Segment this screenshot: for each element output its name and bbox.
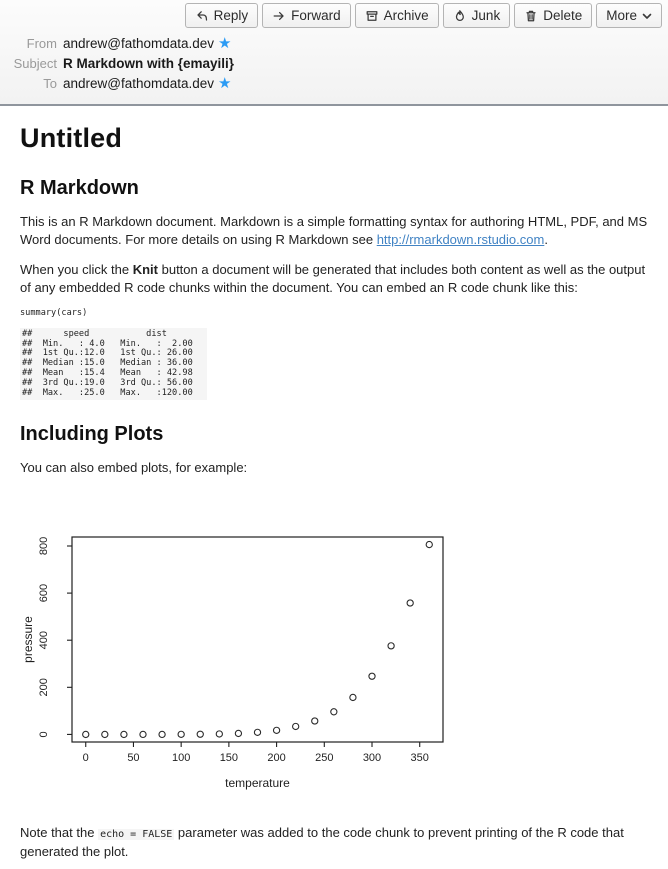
reply-button-label: Reply [213, 8, 249, 23]
message-header-pane: Reply Forward Archive Junk Delete More F… [0, 0, 668, 106]
subject-value: R Markdown with {emayili} [63, 56, 235, 71]
paragraph-note: Note that the echo = FALSE parameter was… [20, 824, 648, 861]
reply-button[interactable]: Reply [184, 3, 259, 28]
paragraph-plots: You can also embed plots, for example: [20, 460, 248, 476]
message-toolbar: Reply Forward Archive Junk Delete More [0, 0, 668, 29]
echo-false-code: echo = FALSE [98, 828, 175, 840]
scatter-plot: 0 50 100 150 200 250 300 350 0 200 400 600 800 temper… [21, 536, 444, 790]
to-address[interactable]: andrew@fathomdata.dev [63, 76, 215, 91]
y-tick-label: 400 [38, 631, 50, 649]
data-point [177, 730, 185, 738]
delete-button-label: Delete [543, 8, 583, 23]
document-title: Untitled [20, 123, 123, 153]
to-label: To [43, 76, 57, 91]
code-chunk-source: summary(cars) [20, 308, 88, 318]
forward-icon [272, 9, 286, 23]
plot-frame [71, 536, 444, 743]
from-address[interactable]: andrew@fathomdata.dev [63, 36, 215, 51]
chevron-down-icon [642, 12, 652, 20]
section-heading-including-plots: Including Plots [20, 423, 164, 446]
x-tick-label: 250 [315, 752, 333, 764]
data-point [272, 726, 281, 734]
data-point [234, 729, 243, 737]
plot-figure: 0 50 100 150 200 250 300 350 0 200 400 600 800 temper… [20, 516, 648, 811]
x-tick-label: 0 [83, 752, 89, 764]
paragraph-intro-period: . [544, 231, 548, 247]
archive-button-label: Archive [383, 8, 429, 23]
x-tick-label: 100 [172, 752, 190, 764]
y-tick-label: 800 [38, 537, 50, 555]
data-point [330, 708, 338, 716]
y-tick-label: 600 [38, 584, 50, 602]
y-tick-label: 0 [38, 731, 50, 737]
reply-icon [195, 9, 209, 23]
x-tick-label: 150 [220, 752, 238, 764]
section-heading-r-markdown: R Markdown [20, 177, 139, 199]
forward-button-label: Forward [291, 8, 341, 23]
data-point [311, 717, 319, 725]
x-tick-label: 200 [267, 752, 285, 764]
x-axis-label: temperature [225, 776, 290, 790]
paragraph-intro: This is an R Markdown document. Markdown… [20, 213, 648, 248]
archive-icon [365, 9, 379, 23]
knit-bold-text: Knit [132, 262, 158, 277]
paragraph-intro-text: This is an R Markdown document. Markdown… [20, 214, 648, 247]
data-point [292, 722, 300, 731]
more-button-label: More [606, 8, 637, 23]
x-tick-label: 350 [411, 752, 429, 764]
paragraph-knit-text-1: When you click the [20, 262, 133, 277]
data-point [196, 730, 204, 738]
data-point [215, 730, 223, 738]
subject-row: Subject R Markdown with {emayili} [0, 56, 668, 71]
more-button[interactable]: More [596, 3, 662, 28]
trash-icon [524, 9, 538, 23]
data-point [406, 599, 414, 607]
message-body: Untitled R Markdown This is an R Markdow… [0, 123, 668, 869]
delete-button[interactable]: Delete [514, 3, 593, 28]
to-row: To andrew@fathomdata.dev ★ [0, 74, 668, 92]
data-point [387, 642, 395, 650]
paragraph-note-text-1: Note that the [20, 824, 99, 840]
star-icon[interactable]: ★ [218, 34, 232, 52]
data-point [139, 730, 147, 738]
message-headers: From andrew@fathomdata.dev ★ Subject R M… [0, 29, 668, 98]
x-tick-label: 50 [127, 752, 139, 764]
code-chunk-output: ## speed dist ## Min. : 4.0 Min. : 2.00 … [20, 327, 208, 401]
from-label: From [26, 36, 57, 51]
data-point [82, 730, 90, 738]
x-tick-label: 300 [363, 752, 381, 764]
junk-button-label: Junk [471, 8, 501, 23]
y-tick-label: 200 [38, 678, 50, 696]
archive-button[interactable]: Archive [354, 3, 439, 28]
data-point [101, 730, 109, 738]
y-axis-label: pressure [21, 616, 35, 663]
data-point [368, 672, 376, 680]
junk-flame-icon [453, 9, 467, 23]
data-point [425, 540, 433, 549]
paragraph-knit: When you click the Knit button a documen… [20, 261, 648, 296]
data-point [120, 730, 128, 738]
forward-button[interactable]: Forward [262, 3, 351, 28]
data-point [158, 730, 166, 738]
subject-label: Subject [13, 56, 57, 71]
rmarkdown-link[interactable]: http://rmarkdown.rstudio.com [376, 231, 545, 247]
paragraph-knit-text-2: button a document will be generated that… [20, 262, 646, 295]
data-point [253, 728, 262, 736]
data-point [349, 693, 357, 701]
star-icon[interactable]: ★ [218, 74, 232, 92]
junk-button[interactable]: Junk [442, 3, 511, 28]
from-row: From andrew@fathomdata.dev ★ [0, 34, 668, 52]
